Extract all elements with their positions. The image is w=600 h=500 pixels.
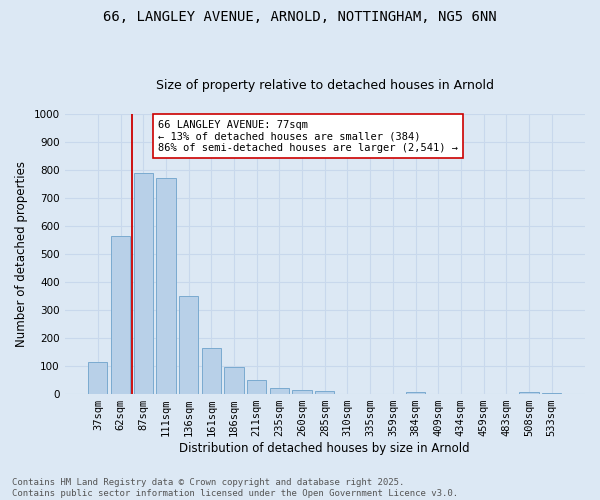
Title: Size of property relative to detached houses in Arnold: Size of property relative to detached ho… xyxy=(156,79,494,92)
Bar xyxy=(542,392,562,394)
Bar xyxy=(88,362,107,394)
Bar xyxy=(292,390,312,394)
Bar xyxy=(406,392,425,394)
Bar xyxy=(270,388,289,394)
Bar xyxy=(202,348,221,394)
Bar xyxy=(224,366,244,394)
Text: 66, LANGLEY AVENUE, ARNOLD, NOTTINGHAM, NG5 6NN: 66, LANGLEY AVENUE, ARNOLD, NOTTINGHAM, … xyxy=(103,10,497,24)
X-axis label: Distribution of detached houses by size in Arnold: Distribution of detached houses by size … xyxy=(179,442,470,455)
Bar xyxy=(520,392,539,394)
Bar xyxy=(315,392,334,394)
Text: 66 LANGLEY AVENUE: 77sqm
← 13% of detached houses are smaller (384)
86% of semi-: 66 LANGLEY AVENUE: 77sqm ← 13% of detach… xyxy=(158,120,458,153)
Bar xyxy=(111,236,130,394)
Bar xyxy=(156,178,176,394)
Bar xyxy=(247,380,266,394)
Bar xyxy=(179,296,198,394)
Y-axis label: Number of detached properties: Number of detached properties xyxy=(15,161,28,347)
Bar xyxy=(134,173,153,394)
Text: Contains HM Land Registry data © Crown copyright and database right 2025.
Contai: Contains HM Land Registry data © Crown c… xyxy=(12,478,458,498)
